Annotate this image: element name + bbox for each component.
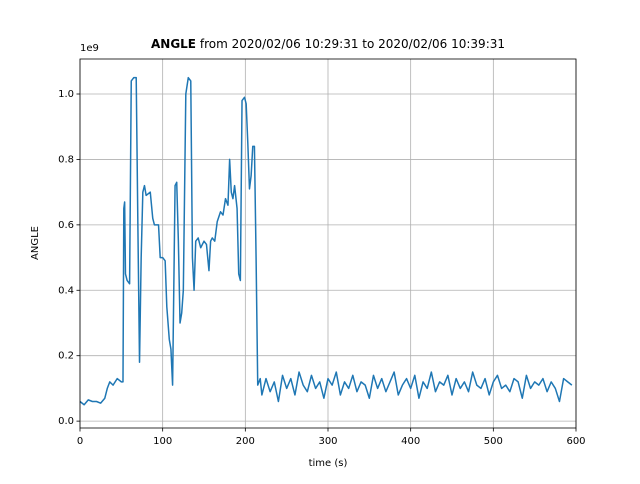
x-tick-label: 400 (401, 436, 420, 447)
title-bold: ANGLE (151, 37, 196, 51)
x-tick-label: 300 (318, 436, 337, 447)
x-tick-label: 500 (484, 436, 503, 447)
y-tick-label: 0.0 (58, 416, 74, 427)
x-axis-label: time (s) (309, 458, 348, 469)
y-axis-label: ANGLE (30, 226, 41, 260)
y-tick-label: 0.6 (58, 220, 74, 231)
x-tick-label: 600 (566, 436, 585, 447)
x-tick-label: 200 (236, 436, 255, 447)
y-tick-label: 1.0 (58, 89, 74, 100)
x-tick-label: 0 (77, 436, 83, 447)
y-offset-label: 1e9 (80, 43, 99, 54)
plot (79, 76, 573, 406)
grid (79, 59, 577, 428)
x-tick-label: 100 (153, 436, 172, 447)
title-text: from 2020/02/06 10:29:31 to 2020/02/06 1… (200, 37, 505, 51)
data-line (79, 76, 573, 406)
y-tick-label: 0.4 (58, 285, 74, 296)
y-tick-label: 0.8 (58, 154, 74, 165)
y-tick-label: 0.2 (58, 351, 74, 362)
chart-title: ANGLE from 2020/02/06 10:29:31 to 2020/0… (151, 37, 505, 51)
ticks: 0 100 200 300 400 500 600 0.0 0.2 0.4 0.6 0.8 1.0 (58, 89, 585, 447)
